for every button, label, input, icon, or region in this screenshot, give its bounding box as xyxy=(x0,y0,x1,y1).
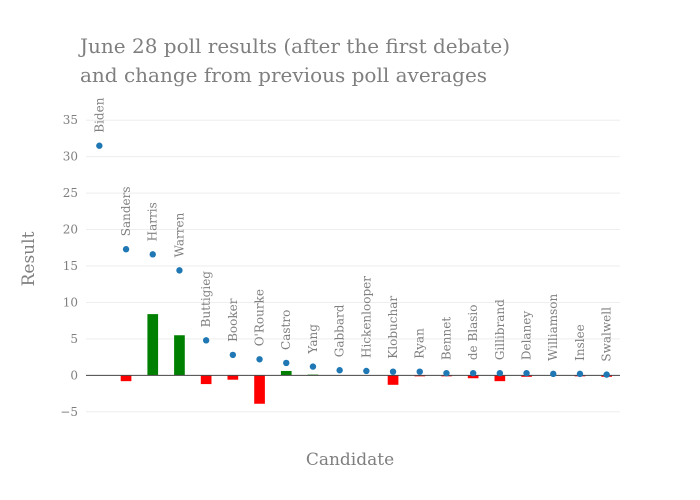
result-point xyxy=(576,370,584,378)
candidate-label: Warren xyxy=(172,212,186,257)
y-axis-label: Result xyxy=(19,231,39,287)
result-point xyxy=(363,367,370,375)
result-point xyxy=(309,363,317,370)
result-point xyxy=(149,251,156,258)
chart-title-line-1: June 28 poll results (after the first de… xyxy=(80,34,510,58)
candidate-label: Williamson xyxy=(546,293,560,360)
change-bar xyxy=(200,375,212,385)
chart-title-line-2: and change from previous poll averages xyxy=(80,63,488,87)
y-tick-label: −5 xyxy=(60,405,78,419)
y-tick-label: 20 xyxy=(63,223,78,237)
y-tick-label: 35 xyxy=(63,113,78,127)
result-point xyxy=(523,369,530,377)
chart-title: June 28 poll results (after the first de… xyxy=(80,32,510,90)
y-tick-label: 0 xyxy=(70,368,78,382)
change-bar xyxy=(174,335,185,376)
candidate-label: Swalwell xyxy=(600,307,614,362)
result-point xyxy=(176,267,183,274)
result-point xyxy=(496,369,504,377)
y-tick-label: 5 xyxy=(70,332,78,346)
candidate-label: Gabbard xyxy=(333,304,347,357)
candidate-label: Delaney xyxy=(520,311,534,361)
result-point xyxy=(550,370,557,378)
change-bar xyxy=(494,375,506,382)
result-point xyxy=(256,356,263,363)
candidate-label: Bennet xyxy=(439,317,453,360)
result-point xyxy=(122,246,130,253)
result-point xyxy=(443,369,450,377)
candidate-label: Buttigieg xyxy=(199,271,213,328)
x-axis-label: Candidate xyxy=(305,450,395,470)
change-bar xyxy=(280,370,292,376)
y-tick-label: 10 xyxy=(63,295,78,309)
change-bar xyxy=(254,375,265,404)
result-point xyxy=(469,369,477,377)
y-tick-label: 25 xyxy=(63,186,78,200)
candidate-label: Biden xyxy=(92,97,106,132)
candidate-label: Harris xyxy=(146,202,160,241)
candidate-label: de Blasio xyxy=(466,305,480,361)
candidate-label: Sanders xyxy=(119,186,133,236)
y-tick-label: 30 xyxy=(63,150,78,164)
change-bar xyxy=(467,375,479,379)
result-point xyxy=(336,367,343,374)
result-point xyxy=(389,368,397,375)
candidate-label: Klobuchar xyxy=(386,296,400,359)
result-point xyxy=(229,351,237,359)
change-bar xyxy=(227,375,239,380)
result-point xyxy=(416,368,423,375)
result-point xyxy=(283,359,290,367)
candidate-label: O'Rourke xyxy=(253,289,267,346)
result-point xyxy=(603,371,610,378)
change-bar xyxy=(387,375,399,385)
change-bar xyxy=(147,314,159,376)
candidate-label: Booker xyxy=(226,298,240,342)
result-point xyxy=(96,142,103,149)
candidate-label: Gillibrand xyxy=(493,299,507,360)
candidate-label: Castro xyxy=(279,310,293,350)
candidate-label: Inslee xyxy=(573,324,587,361)
candidate-label: Hickenlooper xyxy=(359,276,373,358)
change-bar xyxy=(120,375,132,382)
candidate-label: Ryan xyxy=(413,328,427,359)
result-point xyxy=(202,337,210,344)
candidate-label: Yang xyxy=(306,324,320,355)
y-tick-label: 15 xyxy=(63,259,78,273)
